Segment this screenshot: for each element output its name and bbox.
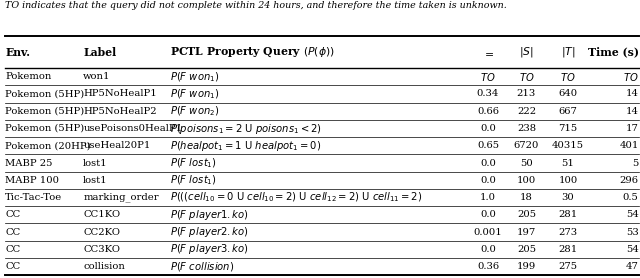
Text: 0.36: 0.36 (477, 262, 499, 271)
Text: 53: 53 (626, 228, 639, 237)
Text: 281: 281 (558, 210, 578, 219)
Text: $\mathit{TO}$: $\mathit{TO}$ (480, 71, 496, 83)
Text: 715: 715 (558, 124, 578, 133)
Text: 30: 30 (562, 193, 574, 202)
Text: $\mathit{TO}$: $\mathit{TO}$ (518, 71, 534, 83)
Text: $P(\mathit{F}\ \mathit{lost}_1)$: $P(\mathit{F}\ \mathit{lost}_1)$ (170, 156, 216, 170)
Text: won1: won1 (83, 72, 111, 81)
Text: 275: 275 (559, 262, 577, 271)
Text: Label: Label (83, 47, 116, 58)
Text: 0.65: 0.65 (477, 141, 499, 150)
Text: 238: 238 (517, 124, 536, 133)
Text: 197: 197 (516, 228, 536, 237)
Text: 0.66: 0.66 (477, 107, 499, 116)
Text: 667: 667 (559, 107, 577, 116)
Text: usePoisons0HealP1: usePoisons0HealP1 (83, 124, 182, 133)
Text: Pokemon (20HP): Pokemon (20HP) (5, 141, 91, 150)
Text: 54: 54 (626, 210, 639, 219)
Text: $\mathit{TO}$: $\mathit{TO}$ (560, 71, 576, 83)
Text: useHeal20P1: useHeal20P1 (83, 141, 150, 150)
Text: 14: 14 (626, 107, 639, 116)
Text: $P(\mathit{poisons}_1 = 2\ \mathrm{U}\ \mathit{poisons}_1 < 2)$: $P(\mathit{poisons}_1 = 2\ \mathrm{U}\ \… (170, 121, 321, 135)
Text: 0.0: 0.0 (480, 210, 496, 219)
Text: CC: CC (5, 228, 20, 237)
Text: 54: 54 (626, 245, 639, 254)
Text: 205: 205 (517, 210, 536, 219)
Text: 100: 100 (558, 176, 578, 185)
Text: Pokemon: Pokemon (5, 72, 51, 81)
Text: $P(((\mathit{cell}_{10} = 0\ \mathrm{U}\ \mathit{cell}_{10} = 2)\ \mathrm{U}\ \m: $P(((\mathit{cell}_{10} = 0\ \mathrm{U}\… (170, 191, 422, 204)
Text: Tic-Tac-Toe: Tic-Tac-Toe (5, 193, 62, 202)
Text: 281: 281 (558, 245, 578, 254)
Text: 51: 51 (561, 158, 575, 168)
Text: 205: 205 (517, 245, 536, 254)
Text: $P(\mathit{F}\ \mathit{lost}_1)$: $P(\mathit{F}\ \mathit{lost}_1)$ (170, 173, 216, 187)
Text: $P(\mathit{F}\ \mathit{won}_2)$: $P(\mathit{F}\ \mathit{won}_2)$ (170, 105, 219, 118)
Text: $\mathit{TO}$: $\mathit{TO}$ (623, 71, 639, 83)
Text: PCTL Property Query $(P(\phi))$: PCTL Property Query $(P(\phi))$ (170, 46, 334, 59)
Text: 296: 296 (620, 176, 639, 185)
Text: lost1: lost1 (83, 158, 108, 168)
Text: CC: CC (5, 262, 20, 271)
Text: collision: collision (83, 262, 125, 271)
Text: $P(\mathit{healpot}_1 = 1\ \mathrm{U}\ \mathit{healpot}_1 = 0)$: $P(\mathit{healpot}_1 = 1\ \mathrm{U}\ \… (170, 139, 321, 153)
Text: 17: 17 (626, 124, 639, 133)
Text: CC2KO: CC2KO (83, 228, 120, 237)
Text: 0.0: 0.0 (480, 176, 496, 185)
Text: 100: 100 (516, 176, 536, 185)
Text: 0.0: 0.0 (480, 124, 496, 133)
Text: 0.0: 0.0 (480, 158, 496, 168)
Text: 1.0: 1.0 (480, 193, 496, 202)
Text: Pokemon (5HP): Pokemon (5HP) (5, 107, 84, 116)
Text: $=$: $=$ (482, 47, 494, 58)
Text: $|T|$: $|T|$ (561, 45, 575, 59)
Text: $P(\mathit{F}\ \mathit{player2.ko})$: $P(\mathit{F}\ \mathit{player2.ko})$ (170, 225, 248, 239)
Text: Pokemon (5HP): Pokemon (5HP) (5, 124, 84, 133)
Text: Pokemon (5HP): Pokemon (5HP) (5, 90, 84, 98)
Text: HP5NoHealP2: HP5NoHealP2 (83, 107, 157, 116)
Text: 0.34: 0.34 (477, 90, 499, 98)
Text: 14: 14 (626, 90, 639, 98)
Text: 222: 222 (517, 107, 536, 116)
Text: lost1: lost1 (83, 176, 108, 185)
Text: Env.: Env. (5, 47, 30, 58)
Text: 18: 18 (520, 193, 533, 202)
Text: CC3KO: CC3KO (83, 245, 120, 254)
Text: CC1KO: CC1KO (83, 210, 120, 219)
Text: 401: 401 (620, 141, 639, 150)
Text: 213: 213 (516, 90, 536, 98)
Text: 0.0: 0.0 (480, 245, 496, 254)
Text: 0.5: 0.5 (623, 193, 639, 202)
Text: $P(\mathit{F}\ \mathit{won}_1)$: $P(\mathit{F}\ \mathit{won}_1)$ (170, 87, 219, 101)
Text: TO indicates that the query did not complete within 24 hours, and therefore the : TO indicates that the query did not comp… (5, 1, 507, 10)
Text: $P(\mathit{F}\ \mathit{won}_1)$: $P(\mathit{F}\ \mathit{won}_1)$ (170, 70, 219, 84)
Text: 40315: 40315 (552, 141, 584, 150)
Text: $P(\mathit{F}\ \mathit{collision})$: $P(\mathit{F}\ \mathit{collision})$ (170, 260, 234, 273)
Text: $P(\mathit{F}\ \mathit{player3.ko})$: $P(\mathit{F}\ \mathit{player3.ko})$ (170, 242, 248, 256)
Text: marking_order: marking_order (83, 193, 159, 202)
Text: $P(\mathit{F}\ \mathit{player1.ko})$: $P(\mathit{F}\ \mathit{player1.ko})$ (170, 208, 248, 222)
Text: MABP 25: MABP 25 (5, 158, 52, 168)
Text: Time (s): Time (s) (588, 47, 639, 58)
Text: 199: 199 (516, 262, 536, 271)
Text: 5: 5 (632, 158, 639, 168)
Text: CC: CC (5, 245, 20, 254)
Text: 640: 640 (559, 90, 577, 98)
Text: 47: 47 (626, 262, 639, 271)
Text: HP5NoHealP1: HP5NoHealP1 (83, 90, 157, 98)
Text: CC: CC (5, 210, 20, 219)
Text: $|S|$: $|S|$ (519, 45, 534, 59)
Text: 6720: 6720 (514, 141, 539, 150)
Text: 50: 50 (520, 158, 532, 168)
Text: 0.001: 0.001 (474, 228, 502, 237)
Text: 273: 273 (559, 228, 577, 237)
Text: MABP 100: MABP 100 (5, 176, 59, 185)
